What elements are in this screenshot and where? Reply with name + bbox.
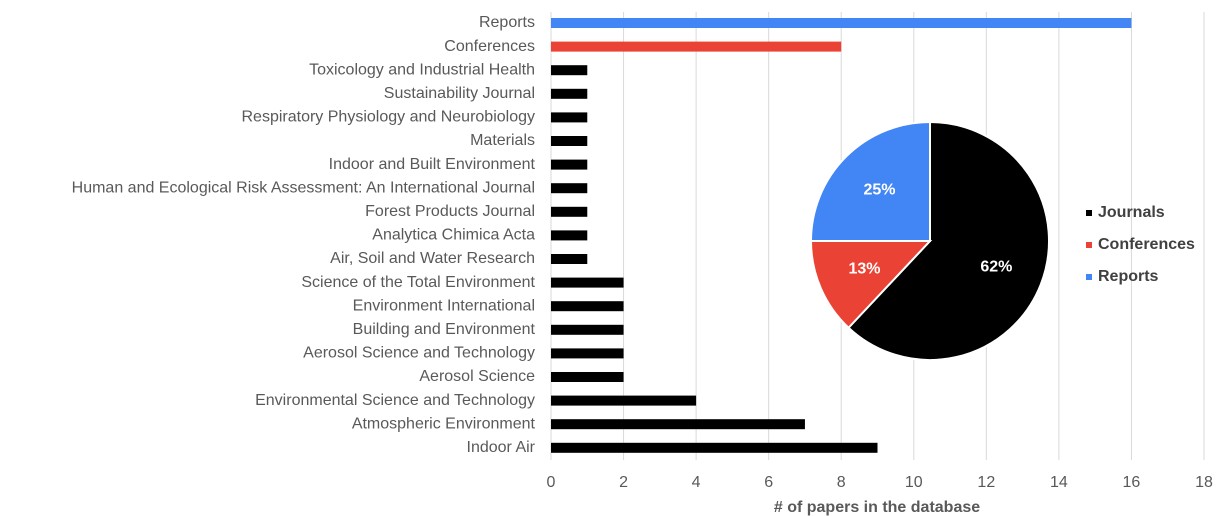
y-tick-label: Aerosol Science and Technology — [303, 345, 535, 362]
bar — [551, 324, 624, 335]
y-tick-label: Atmospheric Environment — [352, 415, 536, 432]
bar — [551, 65, 588, 76]
bar — [551, 254, 588, 264]
y-tick-label: Indoor and Built Environment — [329, 156, 536, 173]
x-tick-label: 2 — [619, 474, 628, 491]
x-tick-label: 4 — [692, 474, 701, 491]
bar — [551, 442, 878, 453]
bar — [551, 88, 588, 99]
bar — [551, 372, 624, 382]
x-tick-label: 10 — [905, 474, 923, 491]
legend-marker — [1086, 210, 1092, 216]
y-tick-label: Sustainability Journal — [384, 85, 535, 102]
bar — [551, 41, 842, 52]
bar — [551, 395, 697, 406]
bar — [551, 206, 588, 217]
x-axis-title: # of papers in the database — [774, 499, 980, 516]
y-tick-label: Building and Environment — [353, 321, 536, 338]
bar — [551, 419, 805, 430]
y-tick-label: Indoor Air — [467, 439, 536, 456]
legend-label: Journals — [1098, 204, 1165, 221]
y-tick-label: Environmental Science and Technology — [255, 392, 535, 409]
legend-marker — [1086, 274, 1092, 280]
x-tick-label: 18 — [1195, 474, 1213, 491]
y-tick-label: Environment International — [353, 297, 535, 314]
x-tick-label: 6 — [764, 474, 773, 491]
x-tick-label: 0 — [547, 474, 556, 491]
y-tick-label: Analytica Chimica Acta — [372, 227, 535, 244]
x-tick-label: 14 — [1050, 474, 1068, 491]
y-tick-label: Aerosol Science — [419, 368, 535, 385]
y-tick-label: Reports — [479, 14, 535, 31]
y-tick-label: Science of the Total Environment — [301, 274, 535, 291]
x-tick-label: 16 — [1123, 474, 1141, 491]
y-tick-label: Forest Products Journal — [365, 203, 535, 220]
x-tick-label: 8 — [837, 474, 846, 491]
legend-label: Conferences — [1098, 236, 1195, 253]
y-tick-label: Materials — [470, 132, 535, 149]
y-tick-label: Toxicology and Industrial Health — [309, 61, 535, 78]
bar — [551, 183, 588, 194]
slice-label: 62% — [980, 259, 1012, 276]
y-tick-label: Human and Ecological Risk Assessment: An… — [72, 179, 535, 196]
x-tick-label: 12 — [977, 474, 995, 491]
pie-slice — [809, 240, 933, 330]
pie-slice — [847, 120, 1050, 361]
slice-label: 25% — [863, 182, 895, 199]
bar — [551, 136, 588, 146]
y-tick-label: Respiratory Physiology and Neurobiology — [242, 109, 536, 126]
y-tick-label: Air, Soil and Water Research — [330, 250, 535, 267]
bar — [551, 159, 588, 170]
slice-label: 13% — [848, 261, 880, 278]
bar — [551, 348, 624, 359]
y-tick-label: Conferences — [444, 38, 535, 55]
bar — [551, 277, 624, 288]
legend-label: Reports — [1098, 268, 1159, 285]
bar — [551, 112, 588, 123]
bar — [551, 301, 624, 312]
pie-slice — [809, 120, 931, 242]
legend-marker — [1086, 242, 1092, 248]
bar — [551, 18, 1132, 28]
bar — [551, 230, 588, 241]
